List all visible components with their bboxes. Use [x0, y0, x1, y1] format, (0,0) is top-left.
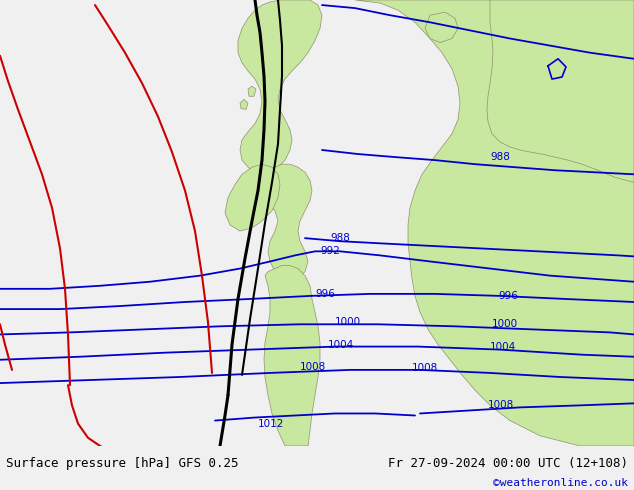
Text: 1004: 1004	[328, 340, 354, 349]
Polygon shape	[225, 164, 280, 231]
Text: 1008: 1008	[412, 363, 438, 373]
Text: 992: 992	[320, 246, 340, 256]
Polygon shape	[260, 164, 312, 282]
Text: 1008: 1008	[300, 362, 327, 372]
Text: 988: 988	[490, 152, 510, 162]
Text: 1012: 1012	[258, 418, 285, 429]
Polygon shape	[425, 12, 458, 43]
Text: 996: 996	[498, 291, 518, 301]
Polygon shape	[240, 99, 248, 109]
Text: 1000: 1000	[492, 319, 518, 329]
Polygon shape	[487, 0, 634, 182]
Text: 996: 996	[315, 289, 335, 299]
Text: ©weatheronline.co.uk: ©weatheronline.co.uk	[493, 478, 628, 488]
Polygon shape	[248, 86, 256, 96]
Text: 1008: 1008	[488, 400, 514, 410]
Text: 1004: 1004	[490, 342, 516, 352]
Text: 1000: 1000	[335, 317, 361, 327]
Polygon shape	[355, 0, 634, 446]
Text: Fr 27-09-2024 00:00 UTC (12+108): Fr 27-09-2024 00:00 UTC (12+108)	[387, 457, 628, 470]
Polygon shape	[264, 266, 320, 446]
Text: Surface pressure [hPa] GFS 0.25: Surface pressure [hPa] GFS 0.25	[6, 457, 239, 470]
Polygon shape	[238, 0, 322, 174]
Text: 988: 988	[330, 233, 350, 243]
